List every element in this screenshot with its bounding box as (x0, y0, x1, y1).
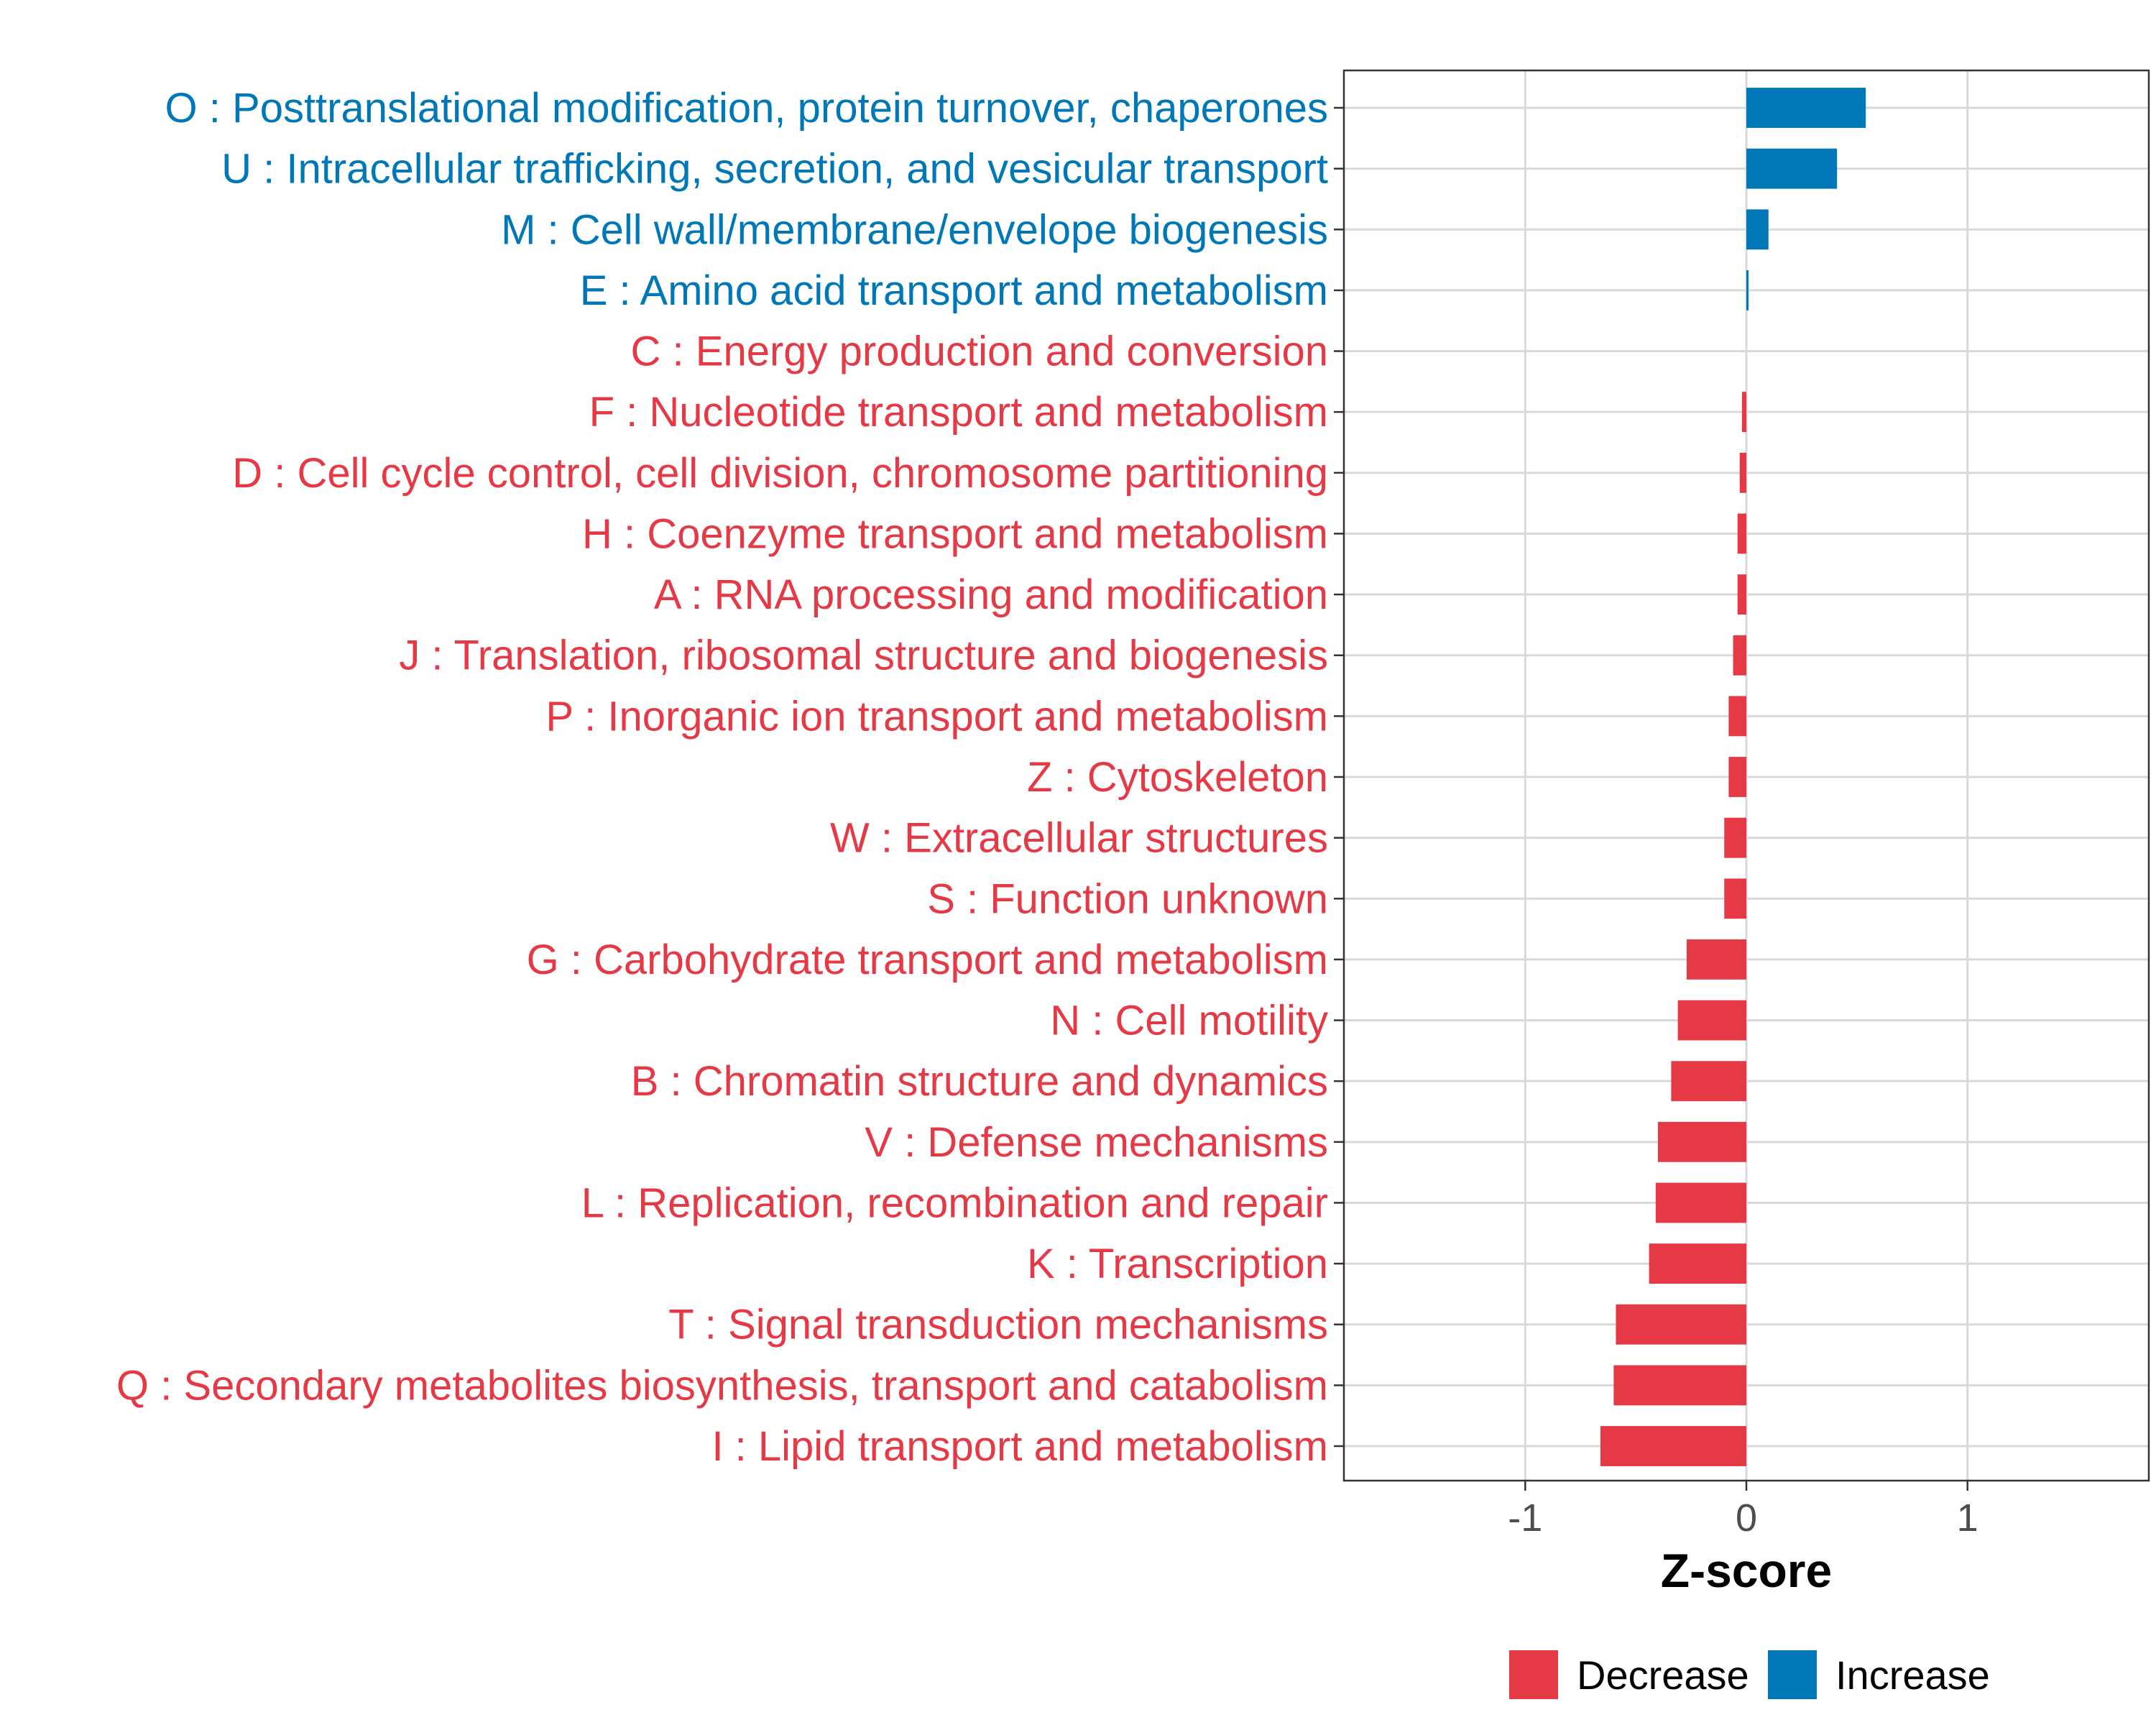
bar (1649, 1243, 1746, 1284)
legend-label: Increase (1835, 1652, 1990, 1698)
category-label: D : Cell cycle control, cell division, c… (232, 450, 1328, 497)
category-label: H : Coenzyme transport and metabolism (582, 510, 1328, 557)
bar (1741, 392, 1746, 433)
bar (1600, 1426, 1746, 1466)
bar (1677, 1000, 1746, 1041)
category-label: K : Transcription (1027, 1241, 1328, 1287)
category-label: J : Translation, ribosomal structure and… (399, 632, 1328, 679)
category-label: B : Chromatin structure and dynamics (631, 1058, 1328, 1105)
x-tick-label: 1 (1957, 1496, 1978, 1540)
bar (1616, 1304, 1746, 1345)
category-label: U : Intracellular trafficking, secretion… (221, 146, 1328, 193)
bar (1746, 88, 1866, 128)
category-label: Z : Cytoskeleton (1027, 754, 1328, 801)
bar (1724, 878, 1746, 919)
y-axis-labels: O : Posttranslational modification, prot… (116, 85, 1328, 1470)
legend: Decrease Increase (1509, 1650, 1990, 1699)
bar (1671, 1061, 1746, 1102)
bar (1728, 757, 1746, 797)
bar (1746, 270, 1749, 310)
bar (1686, 939, 1746, 980)
bar (1746, 148, 1838, 189)
category-label: E : Amino acid transport and metabolism (580, 267, 1328, 314)
bar (1655, 1182, 1746, 1223)
category-label: N : Cell motility (1050, 998, 1328, 1044)
bar (1728, 696, 1746, 737)
bar (1733, 635, 1746, 676)
category-label: I : Lipid transport and metabolism (711, 1423, 1328, 1470)
category-label: P : Inorganic ion transport and metaboli… (545, 693, 1328, 740)
x-axis-ticks: -1 0 1 (1508, 1481, 1978, 1540)
category-label: A : RNA processing and modification (654, 571, 1328, 618)
bar (1746, 209, 1769, 250)
category-label: G : Carbohydrate transport and metabolis… (527, 937, 1328, 983)
category-label: O : Posttranslational modification, prot… (165, 85, 1328, 132)
x-axis-title: Z-score (1661, 1544, 1832, 1597)
bar (1657, 1121, 1746, 1162)
category-label: F : Nucleotide transport and metabolism (589, 389, 1328, 436)
legend-label: Decrease (1577, 1652, 1749, 1698)
bar (1724, 817, 1746, 858)
bars (1600, 88, 1866, 1466)
category-label: L : Replication, recombination and repai… (581, 1179, 1328, 1226)
category-label: Q : Secondary metabolites biosynthesis, … (116, 1362, 1328, 1409)
bar (1737, 574, 1746, 615)
legend-swatch (1768, 1650, 1817, 1699)
category-label: C : Energy production and conversion (631, 328, 1328, 375)
category-label: T : Signal transduction mechanisms (668, 1302, 1328, 1348)
category-label: V : Defense mechanisms (865, 1119, 1328, 1166)
x-tick-label: 0 (1736, 1496, 1757, 1540)
bar (1737, 513, 1746, 554)
y-axis-ticks (1334, 106, 1344, 1448)
category-label: M : Cell wall/membrane/envelope biogenes… (501, 206, 1328, 253)
category-label: W : Extracellular structures (830, 815, 1328, 862)
x-tick-label: -1 (1508, 1496, 1542, 1540)
bar (1739, 452, 1746, 493)
legend-swatch (1509, 1650, 1558, 1699)
category-label: S : Function unknown (927, 875, 1328, 922)
bar (1613, 1365, 1746, 1406)
